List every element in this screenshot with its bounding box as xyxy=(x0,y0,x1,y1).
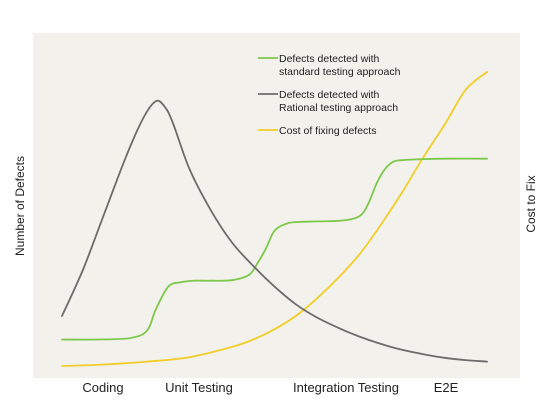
series-line-3 xyxy=(61,71,488,367)
legend-item-3: Cost of fixing defects xyxy=(258,125,376,137)
x-tick-label: E2E xyxy=(434,380,459,395)
series-layer xyxy=(61,71,488,367)
x-tick-label: Integration Testing xyxy=(293,380,399,395)
legend-label: standard testing approach xyxy=(279,66,401,78)
legend-label: Cost of fixing defects xyxy=(279,125,376,137)
y-axis-label: Number of Defects xyxy=(13,156,27,256)
x-axis-ticks: Coding Unit Testing Integration Testing E2E xyxy=(82,380,458,395)
legend-label: Defects detected with xyxy=(279,89,380,101)
legend-label: Defects detected with xyxy=(279,53,380,65)
plot-area xyxy=(33,33,520,378)
legend-label: Rational testing approach xyxy=(279,102,398,114)
x-tick-label: Unit Testing xyxy=(165,380,233,395)
x-tick-label: Coding xyxy=(82,380,123,395)
series-line-1 xyxy=(61,157,488,341)
series-line-2 xyxy=(61,99,488,363)
y2-axis-label: Cost to Fix xyxy=(524,175,538,232)
